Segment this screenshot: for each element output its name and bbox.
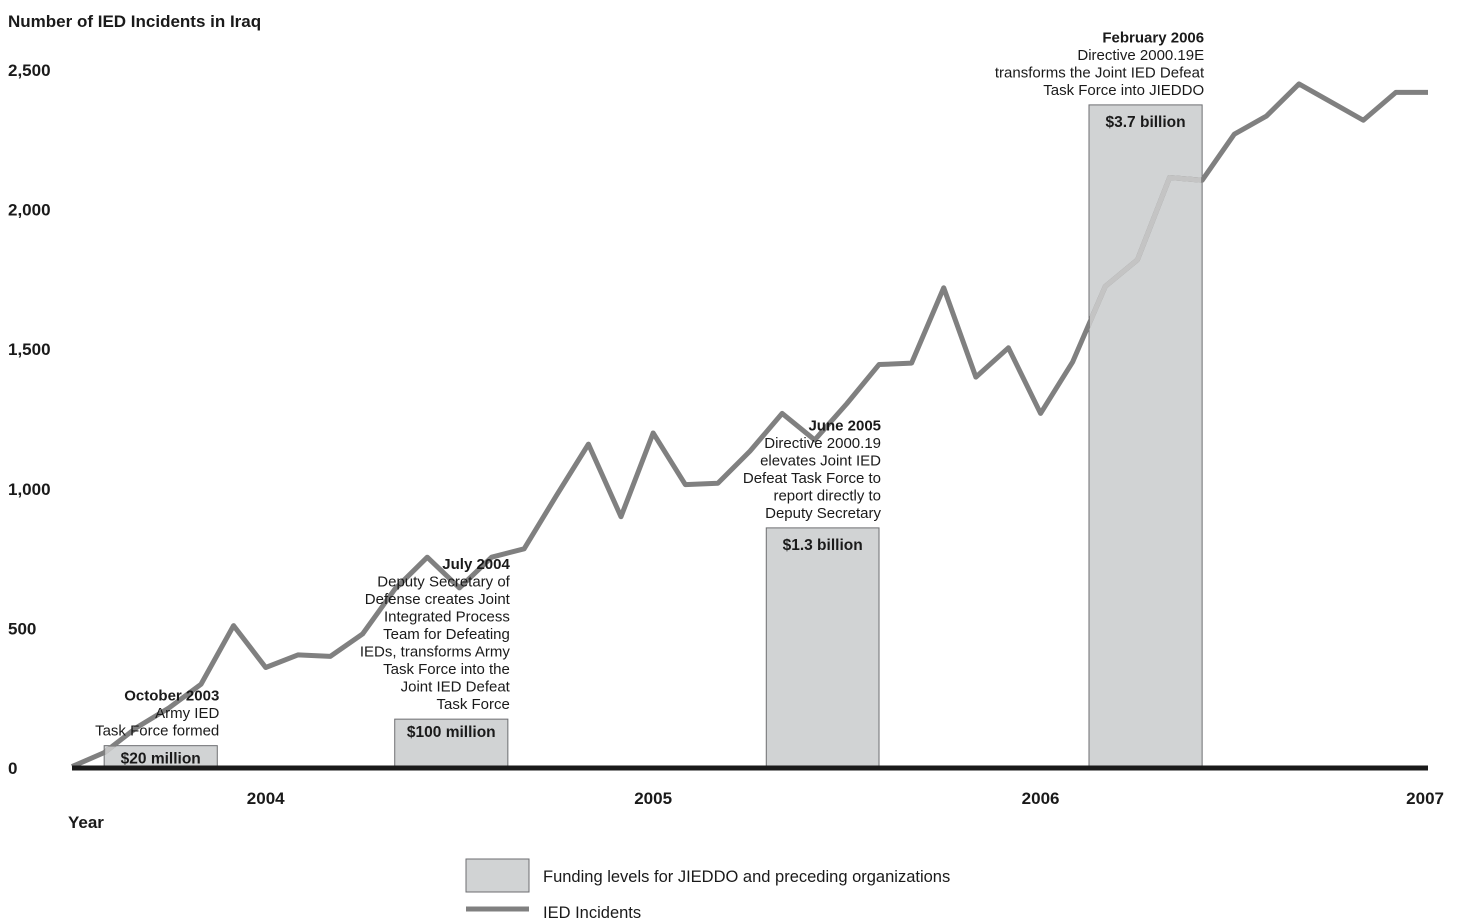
funding-bar: [394, 718, 509, 769]
funding-bar-label: $3.7 billion: [1106, 114, 1186, 131]
x-tick-label: 2004: [247, 789, 285, 808]
annotation-line: Task Force into the: [383, 661, 510, 678]
annotation-title: October 2003: [124, 688, 219, 705]
annotation-line: transforms the Joint IED Defeat: [995, 64, 1205, 81]
ied-line-path: [71, 81, 1428, 769]
y-axis-ticks: 0 500 1,000 1,500 2,000 2,500: [8, 61, 51, 778]
funding-bar-label: $100 million: [407, 724, 496, 741]
ied-incidents-line: [71, 81, 1428, 769]
legend-label-funding: Funding levels for JIEDDO and preceding …: [543, 868, 950, 886]
annotation-line: Directive 2000.19E: [1077, 47, 1204, 64]
annotation-line: Task Force: [436, 696, 509, 713]
funding-bars: [103, 104, 1203, 769]
annotation-line: Task Force formed: [95, 723, 219, 740]
annotation-line: Team for Defeating: [383, 626, 510, 643]
x-tick-label: 2007: [1406, 789, 1444, 808]
annotation-line: Deputy Secretary of: [377, 574, 510, 591]
funding-bar: [1088, 104, 1203, 769]
annotation-title: February 2006: [1102, 29, 1204, 46]
x-tick-label: 2006: [1022, 789, 1060, 808]
y-tick-label: 1,500: [8, 340, 51, 359]
annotation-line: Joint IED Defeat: [401, 679, 511, 696]
funding-bar: [765, 527, 880, 769]
y-tick-label: 1,000: [8, 480, 51, 499]
legend-box-swatch: [465, 858, 530, 893]
y-tick-label: 2,000: [8, 201, 51, 220]
x-axis-label: Year: [68, 813, 104, 832]
y-tick-label: 0: [8, 759, 17, 778]
x-tick-label: 2005: [634, 789, 672, 808]
chart-title: Number of IED Incidents in Iraq: [8, 12, 261, 31]
annotation-title: June 2005: [808, 417, 881, 434]
legend: Funding levels for JIEDDO and preceding …: [465, 858, 950, 922]
annotation-line: Integrated Process: [384, 609, 510, 626]
annotation-line: Army IED: [155, 705, 219, 722]
y-tick-label: 2,500: [8, 61, 51, 80]
funding-bar-label: $20 million: [121, 751, 201, 768]
annotation-title: July 2004: [442, 556, 510, 573]
annotation-line: elevates Joint IED: [760, 452, 881, 469]
x-axis-ticks: 2004 2005 2006 2007: [247, 789, 1444, 808]
annotation-line: Task Force into JIEDDO: [1043, 82, 1204, 99]
funding-bar-label: $1.3 billion: [783, 537, 863, 554]
legend-label-ied: IED Incidents: [543, 904, 641, 922]
y-tick-label: 500: [8, 619, 36, 638]
annotation-line: Defeat Task Force to: [743, 470, 881, 487]
funding-bar-labels: $20 million $100 million $1.3 billion $3.7 …: [121, 114, 1186, 768]
annotation-line: Deputy Secretary: [765, 505, 881, 522]
annotation-line: Directive 2000.19: [764, 435, 881, 452]
annotation-line: report directly to: [773, 487, 881, 504]
annotation-line: Defense creates Joint: [365, 591, 511, 608]
annotation-line: IEDs, transforms Army: [360, 644, 511, 661]
